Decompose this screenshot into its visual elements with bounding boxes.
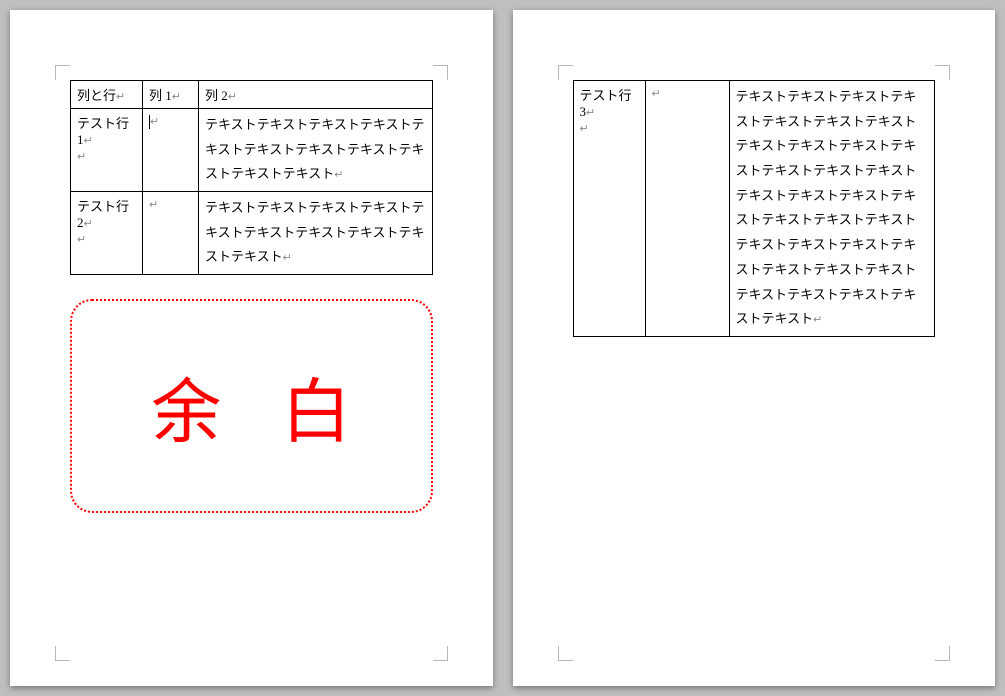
crop-mark-icon [558, 65, 573, 80]
crop-mark-icon [935, 65, 950, 80]
margin-label: 余白 [91, 356, 411, 457]
paragraph-mark-icon: ↵ [813, 314, 822, 326]
paragraph-mark-icon: ↵ [150, 116, 159, 128]
table-cell[interactable]: テキストテキストテキストテキストテキストテキストテキストテキストテキストテキスト… [729, 81, 935, 337]
paragraph-mark-icon: ↵ [228, 91, 237, 103]
paragraph-mark-icon: ↵ [77, 151, 86, 163]
crop-mark-icon [433, 646, 448, 661]
table-row[interactable]: テスト行 3↵ ↵ ↵ テキストテキストテキストテキストテキストテキストテキスト… [573, 81, 935, 337]
table-cell-rowlabel[interactable]: テスト行 3↵ ↵ [573, 81, 645, 337]
header-text: 列 2 [205, 88, 228, 103]
crop-mark-icon [55, 646, 70, 661]
paragraph-mark-icon: ↵ [580, 123, 589, 135]
table-header-cell[interactable]: 列 1↵ [143, 81, 199, 109]
content-table-page1[interactable]: 列と行↵ 列 1↵ 列 2↵ テスト行 1↵ ↵ ↵ テキストテキストテキストテ… [70, 80, 433, 275]
paragraph-mark-icon: ↵ [652, 88, 661, 100]
cell-text: テキストテキストテキストテキストテキストテキストテキストテキストテキストテキスト… [205, 117, 424, 181]
table-cell[interactable]: テキストテキストテキストテキストテキストテキストテキストテキストテキストテキスト… [199, 192, 433, 275]
paragraph-mark-icon: ↵ [283, 252, 292, 264]
crop-mark-icon [433, 65, 448, 80]
content-table-page2[interactable]: テスト行 3↵ ↵ ↵ テキストテキストテキストテキストテキストテキストテキスト… [573, 80, 936, 337]
header-text: 列と行 [77, 88, 116, 103]
document-page-2: テスト行 3↵ ↵ ↵ テキストテキストテキストテキストテキストテキストテキスト… [513, 10, 996, 686]
table-cell-rowlabel[interactable]: テスト行 2↵ ↵ [71, 192, 143, 275]
paragraph-mark-icon: ↵ [116, 91, 125, 103]
table-cell[interactable]: ↵ [645, 81, 729, 337]
cell-text: テキストテキストテキストテキストテキストテキストテキストテキストテキストテキスト [205, 200, 424, 264]
paragraph-mark-icon: ↵ [77, 234, 86, 246]
crop-mark-icon [935, 646, 950, 661]
cell-text: テキストテキストテキストテキストテキストテキストテキストテキストテキストテキスト… [736, 89, 917, 326]
table-cell[interactable]: テキストテキストテキストテキストテキストテキストテキストテキストテキストテキスト… [199, 109, 433, 192]
paragraph-mark-icon: ↵ [84, 135, 93, 147]
table-cell[interactable]: ↵ [143, 192, 199, 275]
document-page-1: 列と行↵ 列 1↵ 列 2↵ テスト行 1↵ ↵ ↵ テキストテキストテキストテ… [10, 10, 493, 686]
paragraph-mark-icon: ↵ [586, 107, 595, 119]
paragraph-mark-icon: ↵ [172, 91, 181, 103]
table-header-cell[interactable]: 列 2↵ [199, 81, 433, 109]
table-header-cell[interactable]: 列と行↵ [71, 81, 143, 109]
paragraph-mark-icon: ↵ [84, 218, 93, 230]
table-row[interactable]: テスト行 1↵ ↵ ↵ テキストテキストテキストテキストテキストテキストテキスト… [71, 109, 433, 192]
header-text: 列 1 [149, 88, 172, 103]
paragraph-mark-icon: ↵ [149, 199, 158, 211]
crop-mark-icon [55, 65, 70, 80]
table-row[interactable]: テスト行 2↵ ↵ ↵ テキストテキストテキストテキストテキストテキストテキスト… [71, 192, 433, 275]
paragraph-mark-icon: ↵ [334, 169, 343, 181]
table-cell[interactable]: ↵ [143, 109, 199, 192]
table-cell-rowlabel[interactable]: テスト行 1↵ ↵ [71, 109, 143, 192]
table-row[interactable]: 列と行↵ 列 1↵ 列 2↵ [71, 81, 433, 109]
crop-mark-icon [558, 646, 573, 661]
margin-indicator-box: 余白 [70, 299, 433, 513]
